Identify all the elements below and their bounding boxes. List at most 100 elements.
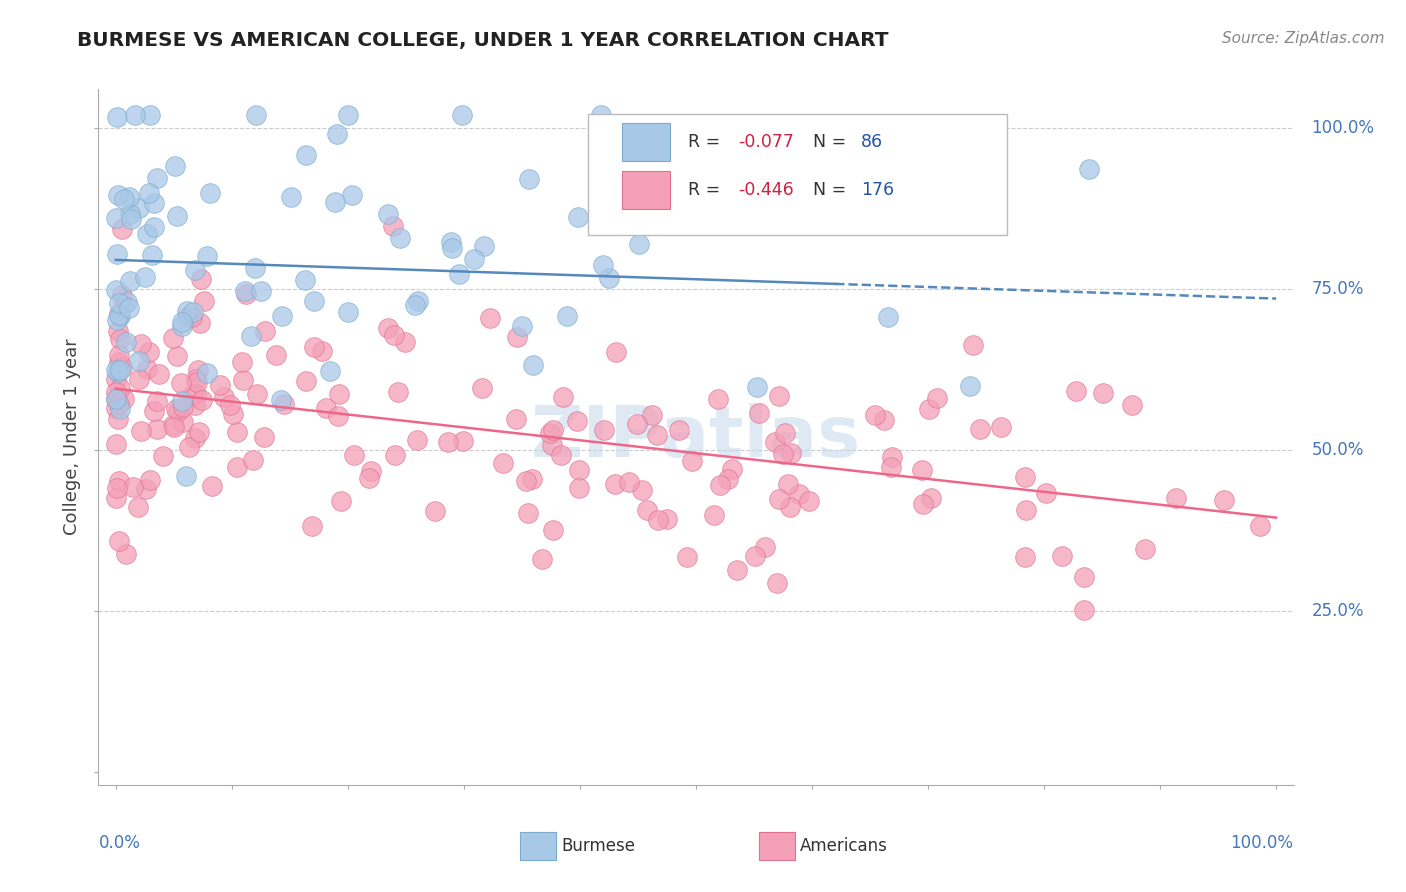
Point	[115, 547, 138, 561]
FancyBboxPatch shape	[589, 113, 1007, 235]
Point	[107, 365, 129, 379]
Point	[118, 301, 141, 316]
Point	[110, 381, 132, 395]
Point	[246, 387, 269, 401]
Point	[172, 315, 194, 329]
Point	[108, 534, 131, 549]
Point	[128, 201, 150, 215]
Point	[636, 503, 658, 517]
Text: Source: ZipAtlas.com: Source: ZipAtlas.com	[1222, 31, 1385, 46]
Point	[779, 500, 801, 514]
Point	[709, 478, 731, 492]
Point	[336, 305, 359, 319]
Point	[245, 108, 267, 122]
Point	[479, 310, 502, 325]
Point	[105, 491, 128, 506]
Point	[104, 392, 127, 406]
Point	[107, 187, 129, 202]
Point	[301, 519, 323, 533]
Text: R =: R =	[688, 134, 725, 152]
Point	[105, 362, 128, 376]
Point	[744, 549, 766, 564]
Point	[657, 512, 679, 526]
Point	[195, 366, 218, 380]
Point	[193, 293, 215, 308]
Point	[531, 552, 554, 566]
Point	[111, 287, 134, 301]
Text: BURMESE VS AMERICAN COLLEGE, UNDER 1 YEAR CORRELATION CHART: BURMESE VS AMERICAN COLLEGE, UNDER 1 YEA…	[77, 31, 889, 50]
Point	[222, 408, 245, 422]
Text: 75.0%: 75.0%	[1312, 280, 1364, 298]
Point	[311, 343, 333, 358]
Point	[517, 506, 540, 520]
Point	[177, 441, 200, 455]
Point	[105, 385, 128, 400]
Point	[598, 271, 620, 285]
Point	[111, 221, 134, 235]
Point	[110, 332, 132, 346]
Text: -0.446: -0.446	[738, 181, 793, 199]
Text: -0.077: -0.077	[738, 134, 793, 152]
Point	[668, 424, 690, 438]
Point	[302, 340, 325, 354]
Point	[541, 438, 564, 452]
Point	[105, 247, 128, 261]
Point	[188, 425, 211, 440]
Text: 50.0%: 50.0%	[1312, 441, 1364, 459]
Point	[108, 354, 131, 368]
Point	[772, 447, 794, 461]
Point	[522, 472, 544, 486]
Point	[166, 349, 188, 363]
Point	[605, 344, 627, 359]
Point	[515, 474, 537, 488]
Point	[108, 348, 131, 362]
Point	[162, 417, 184, 432]
Point	[377, 206, 399, 220]
Point	[118, 190, 141, 204]
Point	[104, 437, 127, 451]
Point	[404, 298, 426, 312]
Text: Burmese: Burmese	[561, 838, 636, 855]
Point	[565, 414, 588, 428]
Point	[183, 263, 205, 277]
Point	[174, 469, 197, 483]
Point	[129, 424, 152, 438]
Point	[1164, 491, 1187, 505]
Point	[463, 252, 485, 267]
Point	[787, 487, 810, 501]
Point	[114, 334, 136, 349]
Point	[191, 392, 214, 407]
Point	[172, 319, 194, 334]
Point	[717, 472, 740, 486]
Point	[506, 330, 529, 344]
Point	[1121, 398, 1143, 412]
Point	[104, 211, 127, 225]
Point	[280, 190, 302, 204]
Point	[141, 248, 163, 262]
Point	[120, 207, 142, 221]
Point	[492, 456, 515, 470]
Text: N =: N =	[813, 134, 852, 152]
Point	[1078, 161, 1101, 176]
Point	[315, 401, 337, 415]
Point	[176, 310, 198, 324]
Point	[226, 459, 249, 474]
Point	[645, 428, 668, 442]
Point	[568, 481, 591, 495]
Point	[105, 392, 128, 406]
Point	[920, 491, 942, 506]
Point	[437, 434, 460, 449]
Point	[135, 227, 157, 241]
Point	[107, 412, 129, 426]
Point	[273, 397, 295, 411]
Point	[337, 108, 360, 122]
Point	[357, 471, 380, 485]
Point	[911, 463, 934, 477]
Point	[1249, 519, 1271, 533]
Point	[120, 212, 142, 227]
Point	[325, 127, 347, 141]
Point	[880, 450, 903, 465]
Point	[603, 477, 626, 491]
Point	[181, 305, 204, 319]
Point	[108, 308, 131, 322]
